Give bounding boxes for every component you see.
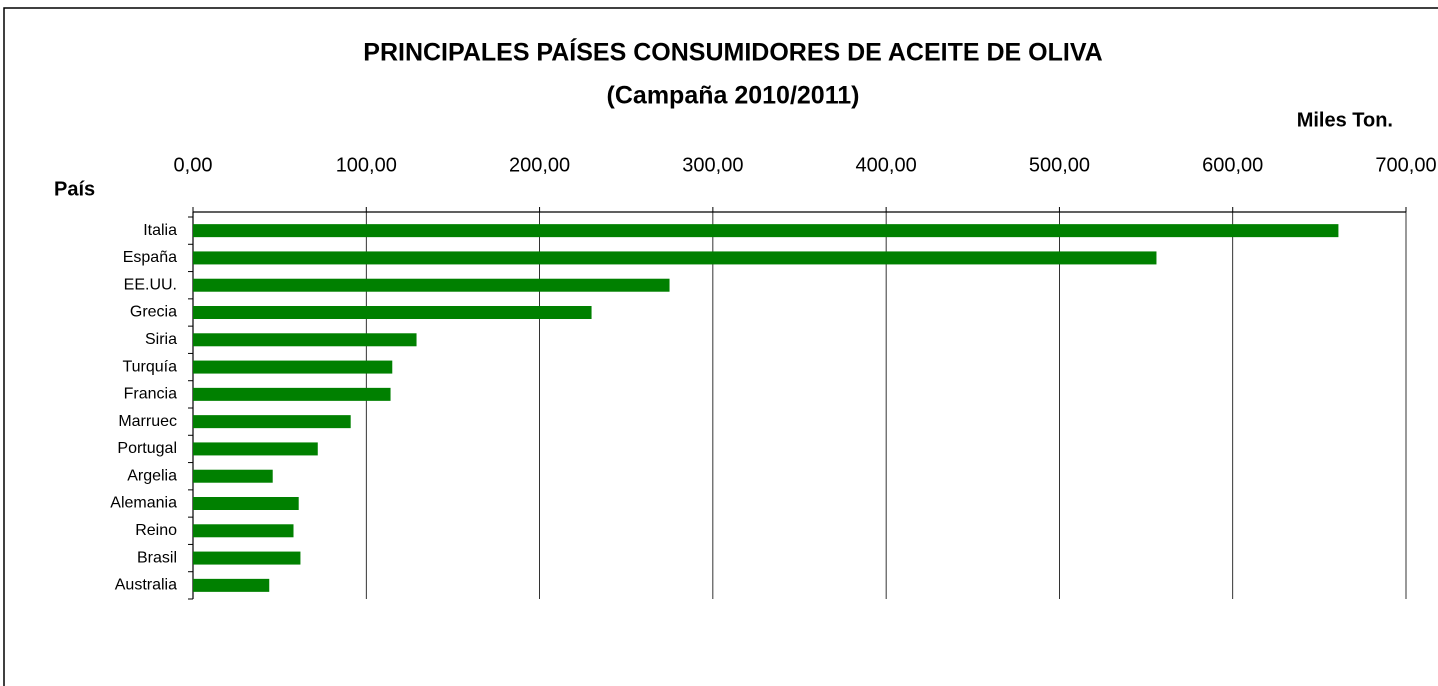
y-tick-label: Francia xyxy=(124,386,177,403)
value-axis-label: Miles Ton. xyxy=(1297,109,1393,131)
y-tick-label: Grecia xyxy=(130,304,177,321)
x-tick-label: 0,00 xyxy=(174,154,213,176)
y-tick-label: Marruec xyxy=(118,413,177,430)
bar xyxy=(193,360,393,374)
y-tick-label: Australia xyxy=(115,577,177,594)
chart-title: PRINCIPALES PAÍSES CONSUMIDORES DE ACEIT… xyxy=(363,38,1102,67)
bar xyxy=(193,524,294,538)
x-tick-label: 600,00 xyxy=(1202,154,1263,176)
bar xyxy=(193,415,351,429)
bar xyxy=(193,333,417,347)
x-tick-label: 200,00 xyxy=(509,154,570,176)
bar xyxy=(193,306,592,319)
category-axis-label: País xyxy=(54,178,95,200)
x-tick-label: 400,00 xyxy=(856,154,917,176)
y-tick-label: Reino xyxy=(135,522,177,539)
bar xyxy=(193,551,301,565)
bar xyxy=(193,578,270,592)
y-tick-label: Italia xyxy=(143,222,177,239)
y-tick-label: Portugal xyxy=(117,440,177,457)
x-tick-label: 700,00 xyxy=(1375,154,1436,176)
x-tick-label: 500,00 xyxy=(1029,154,1090,176)
bar xyxy=(193,469,273,483)
y-tick-label: España xyxy=(123,249,177,266)
y-tick-label: Brasil xyxy=(137,549,177,566)
y-tick-label: Alemania xyxy=(110,495,177,512)
chart-subtitle: (Campaña 2010/2011) xyxy=(607,82,860,110)
x-tick-label: 300,00 xyxy=(682,154,743,176)
bar xyxy=(193,224,1339,238)
x-tick-label: 100,00 xyxy=(336,154,397,176)
bar xyxy=(193,278,670,292)
bar xyxy=(193,251,1157,265)
bar xyxy=(193,497,299,510)
y-tick-label: Argelia xyxy=(127,467,177,484)
bar xyxy=(193,442,318,456)
y-tick-label: EE.UU. xyxy=(124,276,177,293)
y-tick-label: Turquía xyxy=(122,358,177,375)
y-tick-label: Siria xyxy=(145,331,177,348)
chart-frame xyxy=(3,7,1438,686)
bar xyxy=(193,387,391,401)
